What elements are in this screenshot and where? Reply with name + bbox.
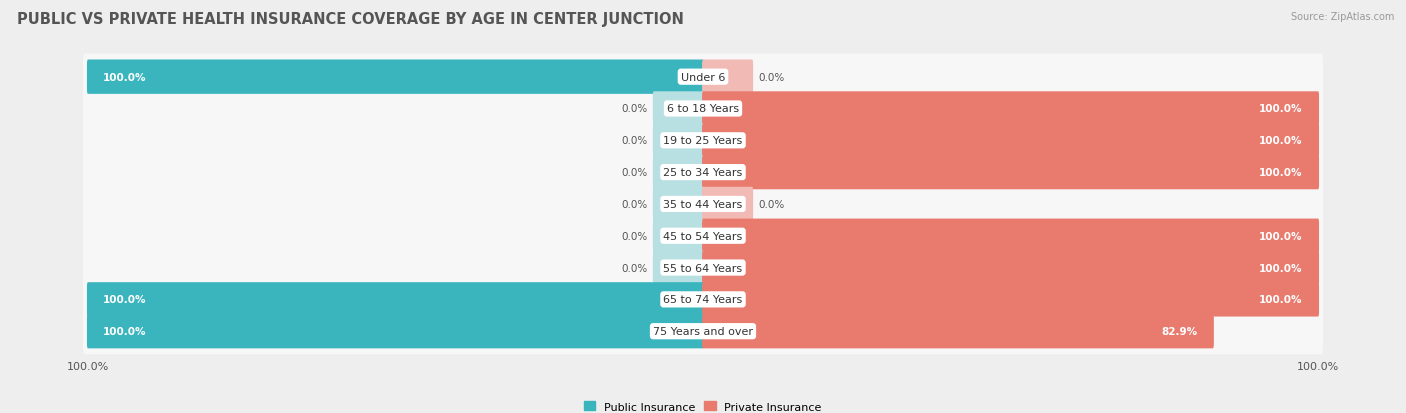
Text: 55 to 64 Years: 55 to 64 Years xyxy=(664,263,742,273)
FancyBboxPatch shape xyxy=(702,156,1319,190)
Text: 75 Years and over: 75 Years and over xyxy=(652,326,754,336)
Text: 100.0%: 100.0% xyxy=(1260,263,1303,273)
Text: 100.0%: 100.0% xyxy=(103,73,146,83)
FancyBboxPatch shape xyxy=(87,60,704,95)
Text: 100.0%: 100.0% xyxy=(1260,168,1303,178)
Text: PUBLIC VS PRIVATE HEALTH INSURANCE COVERAGE BY AGE IN CENTER JUNCTION: PUBLIC VS PRIVATE HEALTH INSURANCE COVER… xyxy=(17,12,683,27)
Text: Source: ZipAtlas.com: Source: ZipAtlas.com xyxy=(1291,12,1395,22)
FancyBboxPatch shape xyxy=(83,86,1323,133)
Text: 25 to 34 Years: 25 to 34 Years xyxy=(664,168,742,178)
Text: 100.0%: 100.0% xyxy=(1260,294,1303,305)
Legend: Public Insurance, Private Insurance: Public Insurance, Private Insurance xyxy=(579,396,827,413)
FancyBboxPatch shape xyxy=(702,92,1319,126)
FancyBboxPatch shape xyxy=(652,219,704,253)
FancyBboxPatch shape xyxy=(652,156,704,190)
Text: 100.0%: 100.0% xyxy=(1260,231,1303,241)
Text: 0.0%: 0.0% xyxy=(621,136,648,146)
Text: 0.0%: 0.0% xyxy=(621,263,648,273)
FancyBboxPatch shape xyxy=(83,245,1323,291)
Text: 100.0%: 100.0% xyxy=(1260,136,1303,146)
Text: 19 to 25 Years: 19 to 25 Years xyxy=(664,136,742,146)
Text: 0.0%: 0.0% xyxy=(621,104,648,114)
Text: 0.0%: 0.0% xyxy=(621,199,648,209)
FancyBboxPatch shape xyxy=(652,124,704,158)
Text: 0.0%: 0.0% xyxy=(621,168,648,178)
FancyBboxPatch shape xyxy=(87,314,704,349)
FancyBboxPatch shape xyxy=(83,213,1323,259)
Text: 6 to 18 Years: 6 to 18 Years xyxy=(666,104,740,114)
FancyBboxPatch shape xyxy=(702,282,1319,317)
Text: 65 to 74 Years: 65 to 74 Years xyxy=(664,294,742,305)
FancyBboxPatch shape xyxy=(702,219,1319,253)
FancyBboxPatch shape xyxy=(652,251,704,285)
FancyBboxPatch shape xyxy=(83,181,1323,228)
Text: 100.0%: 100.0% xyxy=(103,326,146,336)
Text: 100.0%: 100.0% xyxy=(103,294,146,305)
Text: 35 to 44 Years: 35 to 44 Years xyxy=(664,199,742,209)
Text: 82.9%: 82.9% xyxy=(1161,326,1198,336)
Text: 45 to 54 Years: 45 to 54 Years xyxy=(664,231,742,241)
FancyBboxPatch shape xyxy=(702,60,754,95)
Text: Under 6: Under 6 xyxy=(681,73,725,83)
FancyBboxPatch shape xyxy=(652,188,704,221)
FancyBboxPatch shape xyxy=(702,188,754,221)
FancyBboxPatch shape xyxy=(702,314,1213,349)
FancyBboxPatch shape xyxy=(83,276,1323,323)
FancyBboxPatch shape xyxy=(83,118,1323,164)
Text: 0.0%: 0.0% xyxy=(621,231,648,241)
FancyBboxPatch shape xyxy=(83,55,1323,101)
FancyBboxPatch shape xyxy=(702,251,1319,285)
FancyBboxPatch shape xyxy=(652,92,704,126)
FancyBboxPatch shape xyxy=(83,308,1323,354)
Text: 0.0%: 0.0% xyxy=(758,73,785,83)
FancyBboxPatch shape xyxy=(87,282,704,317)
Text: 0.0%: 0.0% xyxy=(758,199,785,209)
FancyBboxPatch shape xyxy=(702,124,1319,158)
FancyBboxPatch shape xyxy=(83,150,1323,196)
Text: 100.0%: 100.0% xyxy=(1260,104,1303,114)
